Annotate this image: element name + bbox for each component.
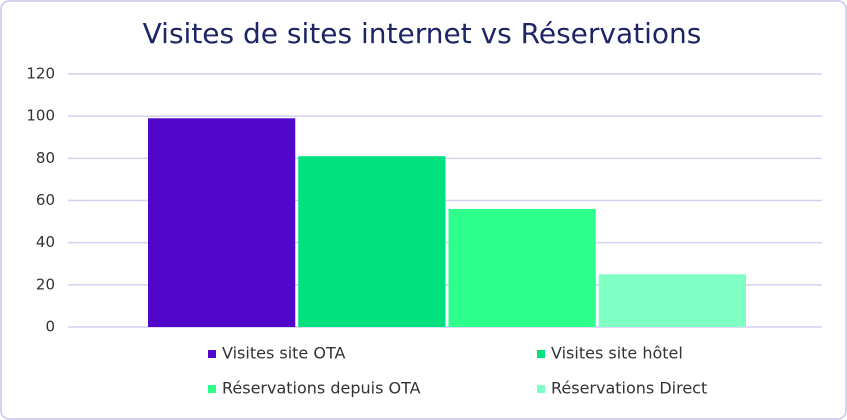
y-tick-label: 80	[36, 149, 55, 167]
legend-swatch	[537, 350, 545, 358]
legend-swatch	[208, 350, 216, 358]
legend-label: Réservations Direct	[551, 379, 707, 398]
legend-label: Réservations depuis OTA	[222, 379, 421, 398]
bar	[448, 208, 596, 327]
y-tick-label: 20	[36, 275, 55, 293]
legend-label: Visites site OTA	[222, 344, 345, 363]
bar	[148, 118, 296, 328]
legend-swatch	[537, 385, 545, 393]
y-tick-label: 0	[45, 318, 55, 336]
legend-label: Visites site hôtel	[551, 344, 683, 363]
bar	[298, 156, 446, 327]
y-tick-label: 60	[36, 191, 55, 209]
y-tick-label: 100	[26, 107, 55, 125]
legend-swatch	[208, 385, 216, 393]
y-tick-label: 40	[36, 233, 55, 251]
y-tick-label: 120	[26, 65, 55, 83]
chart-title: Visites de sites internet vs Réservation…	[143, 17, 702, 50]
bar	[598, 274, 746, 327]
